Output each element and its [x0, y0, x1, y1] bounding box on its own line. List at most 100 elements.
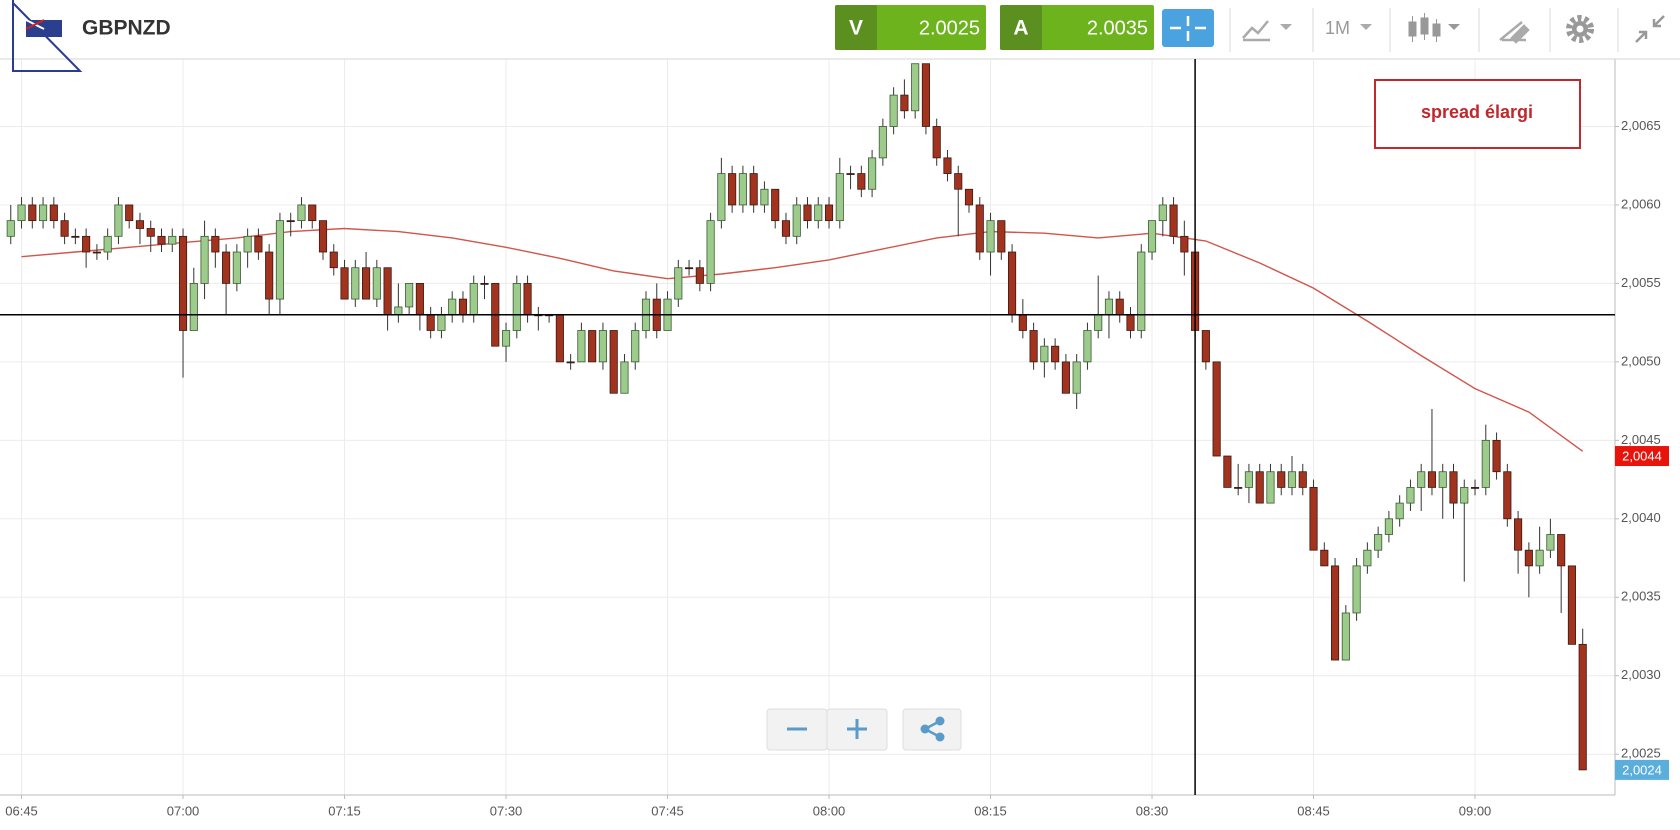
collapse-icon[interactable]: [1635, 30, 1648, 43]
x-tick-label: 08:00: [813, 803, 846, 818]
share-button[interactable]: [902, 708, 962, 751]
candle-body: [1374, 534, 1383, 551]
y-tick-label: 2,0030: [1621, 667, 1661, 682]
candle-body: [706, 220, 715, 284]
candle-body: [1352, 565, 1361, 614]
candle-body: [17, 204, 26, 222]
candle-body: [1417, 471, 1426, 488]
share-icon[interactable]: [935, 732, 945, 742]
gear-icon[interactable]: [1576, 25, 1584, 33]
gear-icon[interactable]: [1566, 15, 1594, 43]
annotation: spread élargi: [1421, 102, 1533, 122]
share-icon[interactable]: [920, 724, 930, 734]
collapse-icon[interactable]: [1652, 15, 1665, 28]
candle-body: [631, 330, 640, 363]
dropdown-caret[interactable]: [1280, 24, 1292, 30]
candle-body: [1449, 471, 1458, 504]
y-tick-label: 2,0035: [1621, 589, 1661, 604]
candle-body: [814, 204, 823, 222]
candle-body: [771, 188, 780, 222]
candle-body: [135, 220, 145, 229]
candle-body: [1406, 487, 1415, 504]
candle-body: [943, 157, 952, 174]
candle-body: [997, 220, 1006, 253]
candle-body: [577, 330, 586, 363]
candle-style-button[interactable]: [1408, 13, 1460, 42]
crosshair-icon[interactable]: [1170, 16, 1206, 41]
candle-body: [254, 235, 263, 253]
candle-body: [1255, 471, 1264, 504]
candle-body: [60, 220, 69, 237]
sell-price[interactable]: 2.0025: [919, 17, 980, 39]
annotation-box: [1374, 79, 1581, 149]
candle-body: [803, 204, 812, 222]
crosshair-button-bg[interactable]: [1162, 9, 1214, 47]
symbol: GBPNZD: [82, 17, 171, 40]
candle-body: [1126, 314, 1135, 331]
drawing-icon[interactable]: [1499, 21, 1530, 44]
candle-body: [1083, 330, 1092, 363]
y-tick-label: 2,0055: [1621, 275, 1661, 290]
timeframe-button[interactable]: 1M: [1325, 18, 1372, 38]
buy-button[interactable]: A 2.0035: [1000, 5, 1154, 50]
candle-body: [889, 94, 898, 127]
candle-body: [82, 235, 91, 253]
candle-body: [975, 204, 984, 253]
candle-body: [1481, 439, 1490, 488]
candle-body: [1169, 204, 1178, 237]
candle-body: [1266, 471, 1275, 504]
settings-button[interactable]: [1566, 15, 1594, 43]
collapse-button[interactable]: [1635, 15, 1665, 43]
candle-body: [297, 204, 306, 222]
candle-body: [911, 63, 920, 112]
candle-body: [1427, 471, 1437, 488]
drawing-button[interactable]: [1499, 21, 1530, 44]
candle-body: [437, 314, 446, 331]
candle-body: [868, 157, 877, 190]
sell-button-tag[interactable]: [835, 5, 877, 50]
sell-label[interactable]: V: [849, 17, 863, 40]
candle-body: [1158, 204, 1167, 222]
candle-body: [555, 314, 564, 363]
candle-body: [1331, 565, 1340, 661]
candle-body: [1524, 549, 1533, 567]
candle-body: [1040, 345, 1049, 363]
candle-body: [469, 283, 478, 316]
candle-body: [103, 235, 112, 253]
candle-body: [383, 267, 392, 316]
candle-body: [900, 94, 909, 112]
timeframe[interactable]: 1M: [1325, 18, 1350, 38]
candle-body: [964, 188, 974, 206]
chart-type-icon[interactable]: [1242, 20, 1270, 42]
plot-area: [0, 59, 1615, 795]
candle-body: [1567, 565, 1576, 645]
candle-body: [394, 306, 403, 316]
candle-body: [1503, 471, 1512, 520]
candle-body: [1514, 518, 1523, 551]
zoom-in-icon[interactable]: [847, 719, 867, 739]
dropdown-caret[interactable]: [1448, 24, 1460, 30]
candle-body: [1395, 502, 1404, 520]
crosshair-button[interactable]: [1162, 9, 1214, 47]
candle-body: [1061, 361, 1070, 394]
candle-body: [749, 173, 758, 206]
candle-body: [1492, 439, 1501, 473]
candle-body: [125, 204, 134, 222]
candle-body: [146, 228, 155, 237]
x-tick-label: 08:30: [1136, 803, 1169, 818]
candle-body: [114, 204, 123, 237]
price-tag-label: 2,0024: [1622, 762, 1662, 777]
candle-body: [1244, 471, 1253, 488]
chart-type-button[interactable]: [1242, 20, 1292, 42]
buy-button-tag[interactable]: [1000, 5, 1042, 50]
dropdown-caret[interactable]: [1360, 24, 1372, 30]
buy-price[interactable]: 2.0035: [1087, 17, 1148, 39]
share-icon[interactable]: [935, 716, 945, 726]
candle-body: [1546, 534, 1555, 551]
buy-label[interactable]: A: [1013, 17, 1028, 40]
candle-body: [760, 188, 769, 206]
toolbar-separators: [1229, 8, 1619, 52]
sell-button[interactable]: V 2.0025: [835, 5, 986, 50]
price-tag: [1615, 446, 1669, 467]
